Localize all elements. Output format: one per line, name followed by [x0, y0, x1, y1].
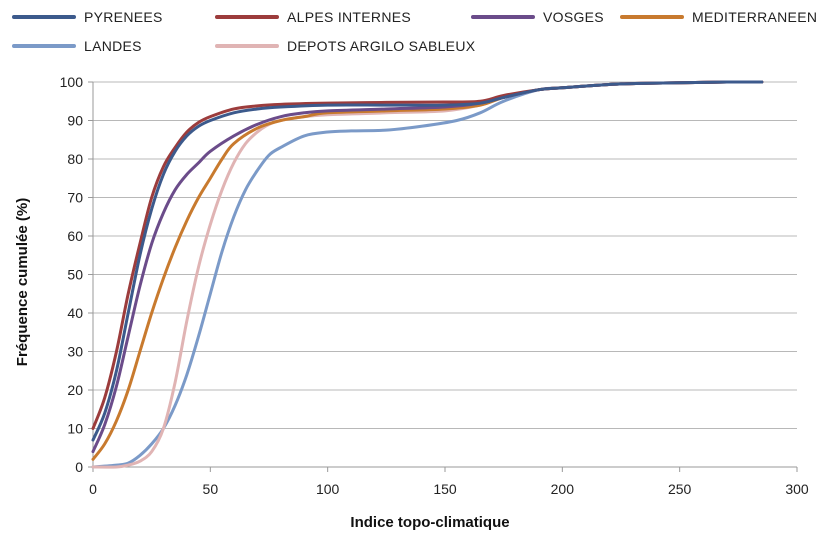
- y-tick-label: 70: [67, 190, 83, 206]
- y-tick-label: 30: [67, 344, 83, 360]
- legend-label-depots-argilo-sableux: DEPOTS ARGILO SABLEUX: [287, 38, 476, 54]
- y-tick-label: 90: [67, 113, 83, 129]
- x-tick-label: 0: [89, 481, 97, 497]
- y-axis-title: Fréquence cumulée (%): [14, 198, 31, 366]
- legend-label-vosges: VOSGES: [543, 9, 604, 25]
- y-tick-label: 10: [67, 421, 83, 437]
- legend-label-mediterraneen: MEDITERRANEEN: [692, 9, 817, 25]
- y-tick-label: 0: [75, 459, 83, 475]
- y-tick-labels: 0 10 20 30 40 50 60 70 80 90 100: [60, 74, 84, 475]
- y-tick-label: 60: [67, 228, 83, 244]
- gridlines: [93, 81, 797, 429]
- axes: [88, 81, 798, 472]
- legend-label-alpes-internes: ALPES INTERNES: [287, 9, 411, 25]
- series-line-alpes-internes: [91, 80, 764, 430]
- legend-label-pyrenees: PYRENEES: [84, 9, 163, 25]
- x-tick-label: 200: [551, 481, 575, 497]
- x-tick-label: 250: [668, 481, 692, 497]
- x-axis-title: Indice topo-climatique: [350, 514, 509, 531]
- y-tick-label: 100: [60, 74, 84, 90]
- series-lines: [91, 80, 764, 469]
- y-tick-label: 40: [67, 305, 83, 321]
- y-tick-label: 20: [67, 382, 83, 398]
- series-line-pyrenees: [91, 80, 764, 442]
- series-line-vosges: [91, 80, 764, 454]
- x-tick-label: 300: [785, 481, 809, 497]
- y-tick-label: 80: [67, 151, 83, 167]
- series-line-mediterraneen: [91, 80, 764, 461]
- x-tick-label: 100: [316, 481, 340, 497]
- legend-label-landes: LANDES: [84, 38, 142, 54]
- legend: PYRENEES ALPES INTERNES VOSGES MEDITERRANEE…: [12, 9, 817, 54]
- y-tick-label: 50: [67, 267, 83, 283]
- x-tick-label: 50: [203, 481, 219, 497]
- x-tick-labels: 0 50 100 150 200 250 300: [89, 481, 809, 497]
- x-tick-label: 150: [433, 481, 457, 497]
